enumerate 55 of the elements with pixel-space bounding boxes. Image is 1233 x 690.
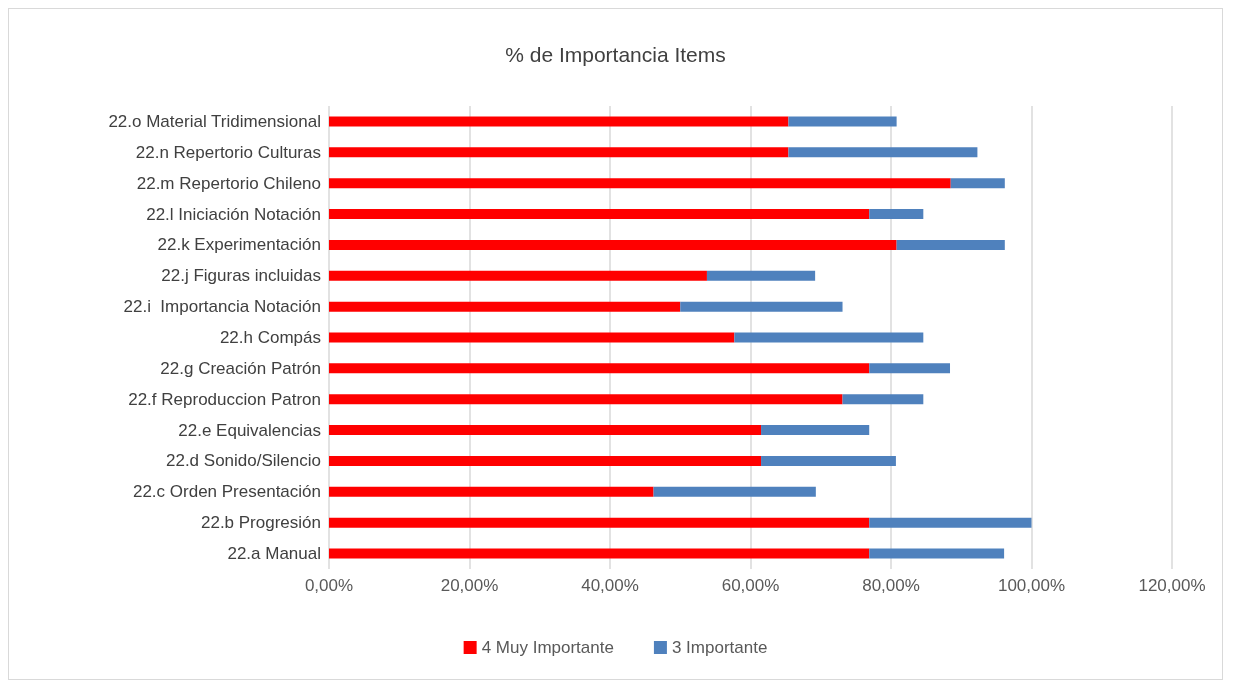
- x-tick-label: 20,00%: [440, 576, 499, 595]
- legend-label: 3 Importante: [671, 638, 768, 657]
- bar: [653, 486, 816, 497]
- y-tick-label: 22.g Creación Patrón: [160, 358, 321, 378]
- bar: [734, 332, 924, 343]
- y-tick-label: 22.m Repertorio Chileno: [136, 173, 321, 193]
- bar: [896, 239, 1005, 250]
- bar: [869, 363, 951, 374]
- bar: [706, 270, 816, 281]
- y-tick-label: 22.l Iniciación Notación: [146, 204, 321, 224]
- bar: [761, 425, 870, 436]
- bar: [329, 363, 870, 374]
- bar: [329, 332, 735, 343]
- bar: [680, 301, 843, 312]
- bar: [329, 147, 789, 158]
- bar: [329, 455, 762, 466]
- bar: [329, 270, 707, 281]
- bar: [788, 147, 978, 158]
- y-tick-label: 22.a Manual: [227, 544, 321, 564]
- x-tick-label: 100,00%: [997, 576, 1066, 595]
- x-tick-label: 40,00%: [581, 576, 639, 595]
- bar: [329, 239, 897, 250]
- x-tick-label: 120,00%: [1138, 576, 1206, 595]
- bar: [329, 178, 951, 189]
- bar: [842, 394, 924, 405]
- bar: [329, 301, 681, 312]
- legend-label: 4 Muy Importante: [481, 638, 614, 657]
- bar: [869, 517, 1032, 528]
- bar: [329, 548, 870, 559]
- x-tick-label: 0,00%: [304, 576, 354, 595]
- y-tick-label: 22.o Material Tridimensional: [108, 111, 321, 131]
- bar: [950, 178, 1005, 189]
- bar: [329, 425, 762, 436]
- bar: [329, 517, 870, 528]
- bar: [761, 455, 896, 466]
- y-tick-label: 22.j Figuras incluidas: [161, 266, 321, 286]
- y-tick-label: 22.d Sonido/Silencio: [165, 451, 321, 471]
- bar: [788, 116, 897, 127]
- bar: [869, 209, 924, 220]
- y-tick-label: 22.c Orden Presentación: [132, 482, 321, 502]
- bar: [329, 209, 870, 220]
- chart-title: % de Importancia Items: [505, 43, 726, 66]
- x-tick-label: 60,00%: [721, 576, 780, 595]
- bar: [329, 486, 654, 497]
- y-tick-label: 22.n Repertorio Culturas: [135, 142, 321, 162]
- y-tick-label: 22.e Equivalencias: [178, 420, 321, 440]
- bar: [869, 548, 1005, 559]
- y-tick-label: 22.i Importancia Notación: [123, 297, 321, 317]
- bar: [329, 116, 789, 127]
- x-tick-label: 80,00%: [862, 576, 920, 595]
- bar: [329, 394, 843, 405]
- y-tick-label: 22.f Reproduccion Patron: [128, 389, 321, 409]
- y-tick-label: 22.k Experimentación: [157, 235, 321, 255]
- y-tick-label: 22.b Progresión: [200, 513, 321, 533]
- y-tick-label: 22.h Compás: [219, 328, 321, 347]
